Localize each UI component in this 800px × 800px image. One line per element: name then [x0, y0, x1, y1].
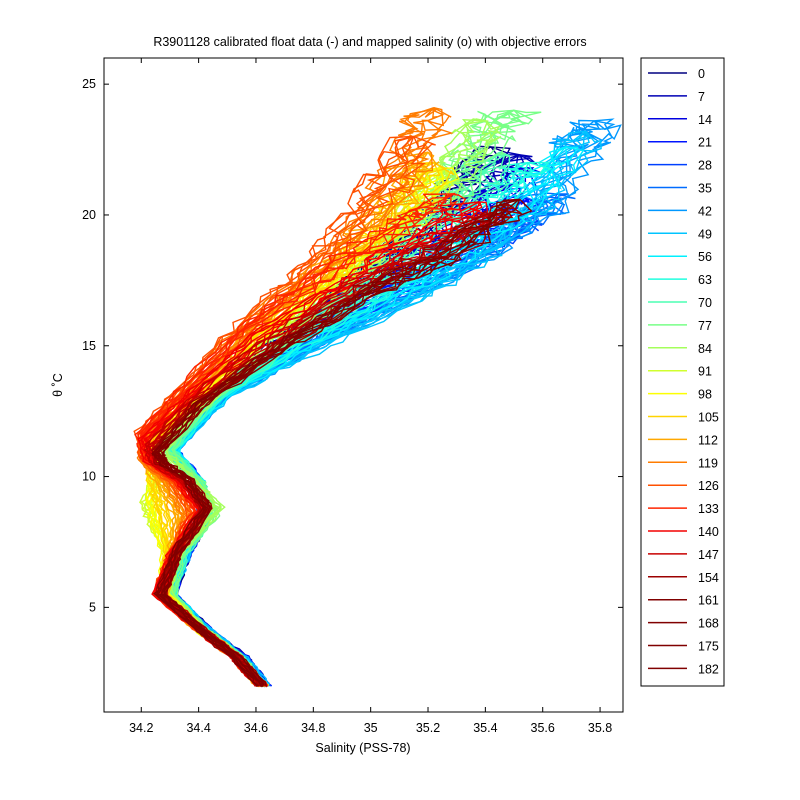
profile-line: [151, 198, 520, 687]
legend-label: 147: [698, 548, 719, 562]
legend-label: 133: [698, 502, 719, 516]
legend-label: 91: [698, 365, 712, 379]
legend-label: 49: [698, 227, 712, 241]
x-tick-label: 34.2: [129, 721, 153, 735]
legend-label: 70: [698, 296, 712, 310]
legend-label: 98: [698, 388, 712, 402]
x-tick-label: 35.6: [531, 721, 555, 735]
y-tick-label: 10: [82, 470, 96, 484]
x-axis-label: Salinity (PSS-78): [315, 741, 410, 755]
x-tick-label: 34.6: [244, 721, 268, 735]
profile-line: [172, 109, 542, 686]
y-axis-label: θ ˚C: [51, 373, 65, 397]
legend-label: 35: [698, 182, 712, 196]
legend-label: 119: [698, 456, 718, 470]
legend-label: 112: [698, 433, 718, 447]
y-tick-label: 20: [82, 208, 96, 222]
chart-title: R3901128 calibrated float data (-) and m…: [153, 35, 586, 49]
legend-label: 56: [698, 250, 712, 264]
series-161: [151, 198, 533, 688]
y-axis: 5 10 15 20 25: [82, 77, 623, 614]
x-axis: 34.2 34.4 34.6 34.8 35 35.2 35.4 35.6 35.8: [129, 58, 612, 735]
legend: 0 7 14 21 28 35 42 49 56 63 70 77 84 91 98 105 112 119 126…: [640, 57, 725, 687]
legend-label: 77: [698, 319, 712, 333]
profile-line: [161, 198, 533, 686]
profile-line: [154, 198, 520, 687]
x-tick-label: 35.4: [473, 721, 497, 735]
plot-frame: [103, 57, 624, 713]
x-tick-label: 34.4: [186, 721, 210, 735]
legend-box: [640, 57, 725, 687]
legend-label: 126: [698, 479, 719, 493]
legend-label: 154: [698, 571, 719, 585]
legend-label: 14: [698, 113, 712, 127]
legend-label: 28: [698, 159, 712, 173]
x-tick-label: 35: [364, 721, 378, 735]
legend-label: 161: [698, 594, 719, 608]
legend-label: 182: [698, 662, 719, 676]
legend-label: 175: [698, 640, 719, 654]
legend-label: 21: [698, 136, 712, 150]
x-tick-label: 35.8: [588, 721, 612, 735]
legend-label: 140: [698, 525, 719, 539]
x-tick-label: 35.2: [416, 721, 440, 735]
legend-label: 105: [698, 411, 719, 425]
legend-label: 63: [698, 273, 712, 287]
profile-line: [171, 146, 499, 686]
y-tick-label: 25: [82, 77, 96, 91]
profile-line: [155, 198, 521, 686]
legend-label: 168: [698, 617, 719, 631]
x-tick-label: 34.8: [301, 721, 325, 735]
legend-label: 84: [698, 342, 712, 356]
legend-label: 0: [698, 67, 705, 81]
legend-label: 7: [698, 90, 705, 104]
y-tick-label: 15: [82, 339, 96, 353]
legend-label: 42: [698, 204, 712, 218]
profile-line: [172, 219, 543, 688]
plot-area: [133, 107, 622, 688]
y-tick-label: 5: [89, 600, 96, 614]
